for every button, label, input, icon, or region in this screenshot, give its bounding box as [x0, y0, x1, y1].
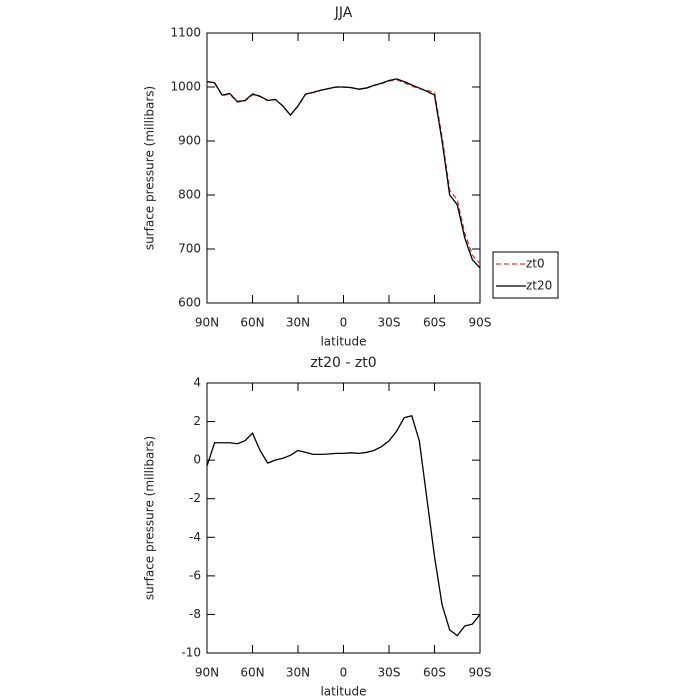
y-tick-label: -8 [189, 607, 201, 621]
x-tick-label: 0 [340, 666, 348, 680]
plot-frame [206, 382, 481, 654]
data-line [206, 78, 481, 269]
data-line [206, 79, 481, 265]
y-tick-label: 800 [178, 188, 201, 202]
x-tick-label: 60S [423, 316, 446, 330]
y-axis-label: surface pressure (millibars) [143, 86, 157, 250]
y-axis-label: surface pressure (millibars) [143, 436, 157, 600]
y-tick-label: -2 [189, 491, 201, 505]
x-tick-label: 60S [423, 666, 446, 680]
legend-label: zt20 [526, 279, 552, 293]
chart-title: JJA [334, 5, 353, 21]
x-tick-label: 90N [195, 666, 219, 680]
legend-box [492, 251, 559, 299]
y-tick-label: 600 [178, 296, 201, 310]
y-tick-label: -4 [189, 530, 201, 544]
x-tick-label: 30N [286, 666, 310, 680]
legend-label: zt0 [526, 257, 545, 271]
x-tick-label: 60N [240, 316, 264, 330]
panel: JJA latitude surface pressure (millibars) 6… [143, 5, 559, 349]
x-tick-label: 0 [340, 316, 348, 330]
chart-title: zt20 - zt0 [310, 355, 376, 371]
y-tick-label: -10 [181, 646, 201, 660]
x-tick-label: 30S [378, 666, 401, 680]
x-tick-label: 90S [469, 666, 492, 680]
plot-frame [206, 32, 481, 304]
y-tick-label: 700 [178, 242, 201, 256]
x-tick-label: 30N [286, 316, 310, 330]
panel: zt20 - zt0 latitude surface pressure (mill… [143, 355, 492, 699]
x-axis-label: latitude [320, 685, 366, 699]
y-tick-label: 1000 [170, 80, 201, 94]
y-tick-label: 900 [178, 134, 201, 148]
y-tick-label: 2 [193, 414, 201, 428]
y-tick-label: 0 [193, 453, 201, 467]
y-tick-label: 1100 [170, 26, 201, 40]
x-axis-label: latitude [320, 335, 366, 349]
data-line [206, 415, 481, 637]
x-tick-label: 30S [378, 316, 401, 330]
x-tick-label: 90S [469, 316, 492, 330]
x-tick-label: 60N [240, 666, 264, 680]
y-tick-label: 4 [193, 376, 201, 390]
x-tick-label: 90N [195, 316, 219, 330]
y-tick-label: -6 [189, 568, 201, 582]
